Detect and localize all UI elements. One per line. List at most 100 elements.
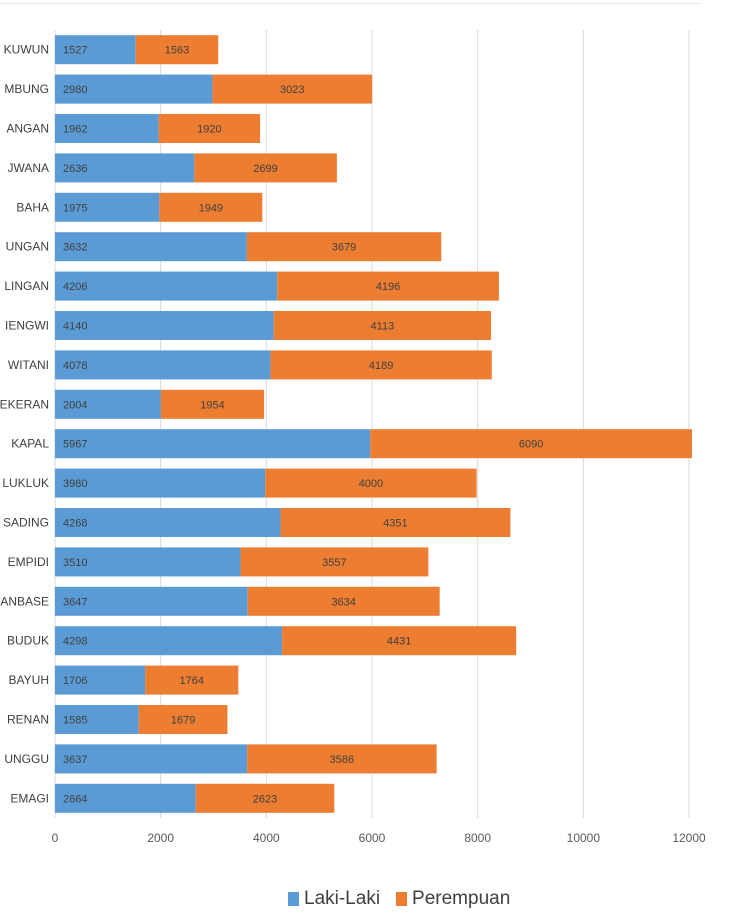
data-label-perempuan: 1563 [165, 45, 189, 57]
bar-laki-laki [55, 35, 136, 65]
category-label: LINGAN [4, 279, 49, 293]
bar-perempuan [246, 232, 442, 262]
legend-swatch-perempuan [396, 892, 408, 906]
x-tick-label: 6000 [359, 831, 386, 845]
bar-laki-laki [55, 153, 195, 183]
category-label: KUWUN [4, 43, 49, 57]
bar-laki-laki [55, 586, 248, 616]
data-label-laki-laki: 4298 [63, 636, 87, 648]
bar-perempuan [370, 429, 693, 459]
data-label-laki-laki: 2664 [63, 793, 87, 805]
top-rule [0, 3, 700, 4]
x-tick-label: 0 [52, 831, 59, 845]
x-tick-label: 4000 [253, 831, 280, 845]
data-label-laki-laki: 4268 [63, 518, 87, 530]
bar-laki-laki [55, 547, 241, 577]
data-label-laki-laki: 1962 [63, 124, 87, 136]
data-label-perempuan: 1920 [197, 124, 221, 136]
category-label: BUDUK [7, 634, 49, 648]
data-label-perempuan: 1764 [179, 675, 203, 687]
bar-laki-laki [55, 783, 196, 813]
legend-item-perempuan: Perempuan [396, 888, 510, 910]
data-label-perempuan: 4351 [383, 518, 407, 530]
category-label: SADING [3, 516, 49, 530]
x-tick-label: 2000 [147, 831, 174, 845]
data-label-perempuan: 2623 [253, 793, 277, 805]
data-label-perempuan: 4189 [369, 360, 393, 372]
data-label-perempuan: 6090 [519, 439, 543, 451]
bar-perempuan [135, 35, 219, 65]
bar-laki-laki [55, 311, 274, 340]
data-label-perempuan: 4113 [371, 321, 395, 333]
data-label-perempuan: 1949 [199, 202, 223, 214]
bar-perempuan [194, 153, 337, 183]
data-label-laki-laki: 3637 [63, 754, 87, 766]
bar-laki-laki [55, 508, 281, 537]
bar-laki-laki [55, 232, 247, 262]
data-label-perempuan: 4196 [376, 281, 400, 293]
legend-label-laki-laki: Laki-Laki [304, 888, 381, 909]
bar-laki-laki [55, 271, 278, 301]
bar-perempuan [138, 705, 228, 734]
bar-perempuan [273, 311, 492, 340]
category-label: BAHA [16, 200, 49, 214]
bar-laki-laki [55, 626, 283, 656]
category-label: KAPAL [11, 437, 49, 451]
x-tick-label: 12000 [672, 831, 706, 845]
bar-laki-laki [55, 192, 160, 222]
data-label-laki-laki: 3647 [63, 596, 87, 608]
category-label: BAYUH [9, 673, 49, 687]
data-label-laki-laki: 4140 [63, 321, 87, 333]
bar-laki-laki [55, 705, 139, 734]
data-label-perempuan: 4000 [359, 478, 383, 490]
bar-perempuan [247, 586, 440, 616]
bar-laki-laki [55, 665, 146, 695]
category-label: LUKLUK [2, 476, 49, 490]
bar-perempuan [280, 508, 511, 537]
category-label: MBUNG [4, 82, 49, 96]
bar-perempuan [160, 389, 265, 419]
data-label-laki-laki: 1527 [63, 45, 87, 57]
bar-perempuan [145, 665, 239, 695]
data-label-perempuan: 3634 [331, 596, 355, 608]
category-label: ANGAN [6, 122, 49, 136]
bar-perempuan [158, 114, 261, 143]
data-label-laki-laki: 4206 [63, 281, 87, 293]
data-label-perempuan: 4431 [387, 636, 411, 648]
data-label-laki-laki: 2636 [63, 163, 87, 175]
data-label-laki-laki: 1706 [63, 675, 87, 687]
data-label-laki-laki: 2980 [63, 84, 87, 96]
category-label: RENAN [7, 713, 49, 727]
data-label-laki-laki: 1585 [63, 715, 87, 727]
category-label: EMAGI [10, 791, 49, 805]
data-label-laki-laki: 4078 [63, 360, 87, 372]
data-label-laki-laki: 2004 [63, 399, 87, 411]
legend: Laki-Laki Perempuan [288, 888, 510, 910]
bar-perempuan [265, 468, 477, 498]
data-label-laki-laki: 5967 [63, 439, 87, 451]
x-tick-label: 10000 [567, 831, 601, 845]
bar-laki-laki [55, 429, 371, 459]
bar-perempuan [240, 547, 429, 577]
bar-perempuan [195, 783, 335, 813]
data-label-laki-laki: 3510 [63, 557, 87, 569]
bar-perempuan [277, 271, 499, 301]
data-label-perempuan: 1679 [171, 715, 195, 727]
category-label: ANBASE [0, 594, 49, 608]
bar-laki-laki [55, 389, 161, 419]
data-label-laki-laki: 3632 [63, 242, 87, 254]
bar-laki-laki [55, 744, 248, 774]
data-label-laki-laki: 3980 [63, 478, 87, 490]
x-tick-label: 8000 [464, 831, 491, 845]
data-label-laki-laki: 1975 [63, 202, 87, 214]
legend-item-laki-laki: Laki-Laki [288, 888, 380, 910]
bar-perempuan [282, 626, 517, 656]
bar-perempuan [270, 350, 492, 380]
data-label-perempuan: 2699 [253, 163, 277, 175]
category-label: UNGGU [4, 752, 49, 766]
data-label-perempuan: 3023 [280, 84, 304, 96]
bar-laki-laki [55, 114, 159, 143]
category-label: UNGAN [6, 240, 49, 254]
bar-laki-laki [55, 74, 213, 104]
bar-laki-laki [55, 468, 266, 498]
